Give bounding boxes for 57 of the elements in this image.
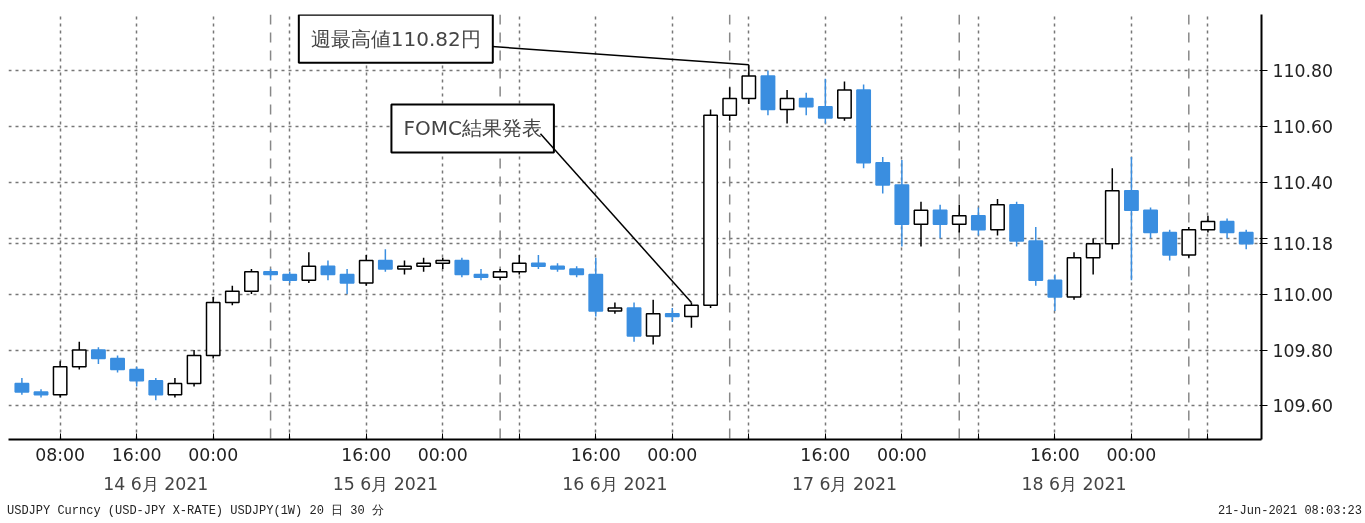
candlestick [1143, 206, 1158, 239]
x2-tick-label: 17 6月 2021 [791, 473, 898, 494]
y-tick-label: 110.00 [1272, 284, 1334, 305]
x-tick-label: 00:00 [188, 444, 239, 465]
candlestick [148, 377, 164, 402]
candlestick [339, 268, 355, 295]
candlestick [454, 257, 470, 279]
x-tick-label: 16:00 [1029, 444, 1080, 465]
candlestick [970, 206, 986, 237]
candlestick [1219, 217, 1235, 239]
x-tick-label: 00:00 [876, 444, 927, 465]
candlestick [1123, 156, 1139, 281]
y-tick-label: 110.18 [1272, 234, 1334, 255]
candlestick [913, 201, 929, 248]
candlestick [1162, 229, 1178, 262]
candlestick [1238, 229, 1254, 251]
candlestick [932, 203, 948, 239]
candlestick [71, 340, 87, 371]
y-tick-label: 110.80 [1272, 60, 1334, 81]
annotation: 週最高値110.82円 [310, 26, 481, 51]
x-tick-label: 00:00 [417, 444, 468, 465]
candlestick [320, 259, 336, 281]
x2-tick-label: 15 6月 2021 [332, 473, 438, 494]
x-tick-label: 08:00 [35, 444, 86, 465]
x2-tick-label: 16 6月 2021 [562, 473, 668, 494]
candlestick [779, 89, 795, 125]
text: USDJPY Curncy (USD-JPY X-RATE) USDJPY(1W) 20 日 30 分 [7, 503, 384, 520]
candlestick [798, 92, 814, 116]
candlestick [875, 156, 891, 195]
x-tick-label: 16:00 [570, 444, 621, 465]
x-tick-label: 16:00 [341, 444, 392, 465]
candlestick [951, 203, 967, 234]
x2-tick-label: 14 6月 2021 [103, 473, 209, 494]
candlestick [1047, 273, 1063, 312]
candlestick [817, 78, 833, 125]
y-tick-label: 110.60 [1272, 116, 1334, 137]
candlestick [167, 377, 183, 399]
candlestick [645, 298, 661, 346]
annotation: FOMC結果発表 [403, 116, 542, 141]
candlestick [358, 254, 374, 287]
x-tick-label: 16:00 [800, 444, 851, 465]
candlestick [301, 251, 317, 284]
y-tick-label: 109.60 [1272, 396, 1334, 417]
x2-tick-label: 18 6月 2021 [1021, 473, 1127, 494]
candlestick [722, 86, 738, 122]
candlestick [1085, 237, 1101, 276]
candlestick [244, 268, 259, 295]
candlestick [377, 248, 393, 273]
candlestick [224, 284, 240, 307]
candlestick [511, 254, 527, 276]
candlestick [129, 366, 145, 388]
text: 21-Jun-2021 08:03:23 [1217, 503, 1362, 520]
y-tick-label: 110.40 [1272, 172, 1334, 193]
x-tick-label: 00:00 [1106, 444, 1157, 465]
y-tick-label: 109.80 [1272, 340, 1334, 361]
x-tick-label: 16:00 [111, 444, 162, 465]
x-tick-label: 00:00 [647, 444, 698, 465]
